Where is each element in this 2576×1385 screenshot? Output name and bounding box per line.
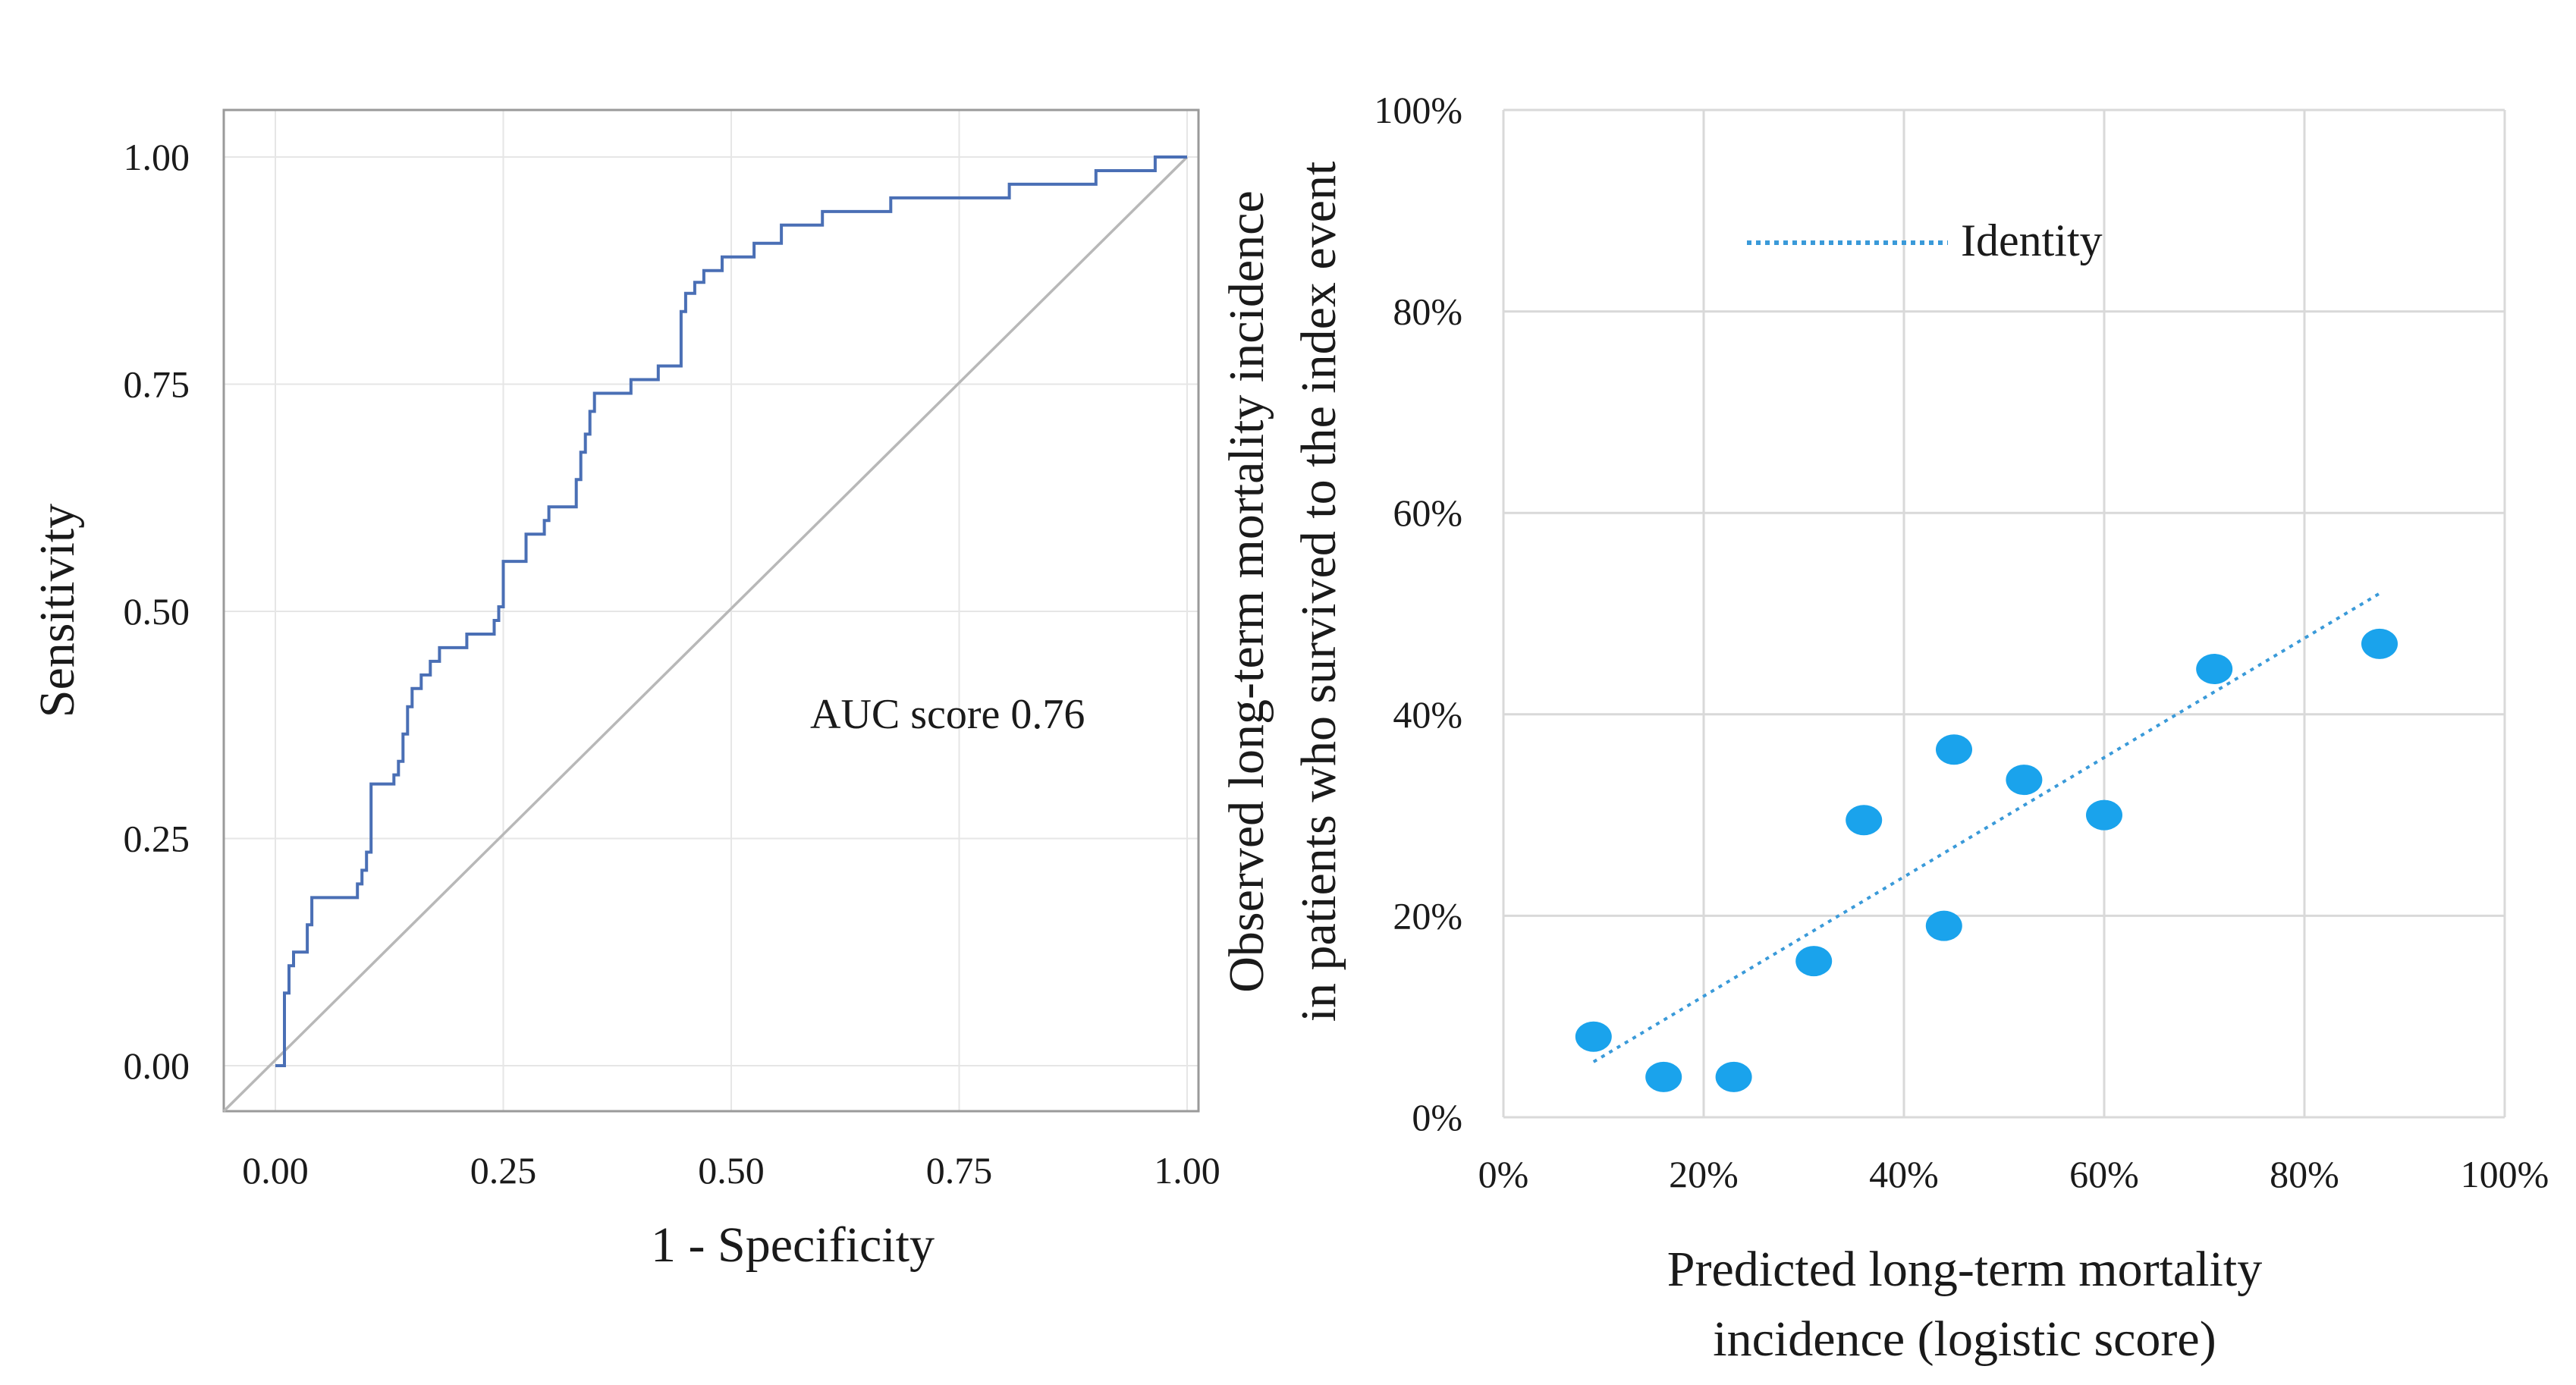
calibration-x-axis-label-line2: incidence (logistic score) — [1713, 1311, 2216, 1367]
roc-auc-annotation: AUC score 0.76 — [810, 691, 1085, 738]
calibration-x-axis-label-line1: Predicted long-term mortality — [1667, 1242, 2262, 1297]
calibration-point — [2006, 765, 2043, 796]
roc-x-tick-label: 0.75 — [926, 1149, 993, 1192]
calibration-y-tick-label: 40% — [1393, 693, 1462, 736]
roc-y-tick-label: 0.50 — [124, 590, 190, 633]
calibration-y-tick-label: 100% — [1374, 89, 1462, 131]
roc-reference-diagonal — [222, 155, 1189, 1113]
calibration-x-tick-labels: 0% 20% 40% 60% 80% 100% — [1478, 1153, 2549, 1195]
calibration-point — [1846, 805, 1883, 836]
calibration-point — [2361, 628, 2398, 659]
roc-x-tick-label: 0.00 — [242, 1149, 309, 1192]
calibration-point — [1936, 734, 1972, 765]
roc-x-tick-label: 0.50 — [698, 1149, 765, 1192]
calibration-x-tick-label: 40% — [1869, 1153, 1939, 1195]
roc-y-tick-labels: 0.00 0.25 0.50 0.75 1.00 — [124, 136, 190, 1087]
roc-x-tick-label: 1.00 — [1154, 1149, 1220, 1192]
calibration-y-tick-label: 80% — [1393, 291, 1462, 333]
calibration-identity-trendline — [1592, 592, 2381, 1063]
roc-curve — [275, 155, 1187, 1067]
roc-y-tick-label: 1.00 — [124, 136, 190, 178]
calibration-chart: 0% 20% 40% 60% 80% 100% 0% 20% 40% 60% 80% 100% Id… — [1219, 89, 2549, 1367]
calibration-x-tick-label: 60% — [2069, 1153, 2139, 1195]
roc-gridlines — [224, 110, 1198, 1111]
roc-y-tick-label: 0.25 — [124, 818, 190, 860]
calibration-point — [1795, 946, 1833, 977]
roc-y-axis-label: Sensitivity — [30, 504, 85, 718]
calibration-legend: Identity — [1747, 215, 2103, 265]
calibration-point — [2086, 799, 2122, 831]
calibration-gridlines — [1502, 108, 2506, 1119]
calibration-point — [1575, 1021, 1612, 1052]
calibration-y-axis-label-line2: in patients who survived to the index ev… — [1291, 162, 1346, 1022]
roc-x-tick-labels: 0.00 0.25 0.50 0.75 1.00 — [242, 1149, 1220, 1192]
calibration-x-tick-label: 20% — [1669, 1153, 1739, 1195]
calibration-y-tick-label: 20% — [1393, 894, 1462, 937]
calibration-point — [1925, 910, 1962, 941]
calibration-x-tick-label: 100% — [2461, 1153, 2549, 1195]
calibration-point — [2196, 654, 2233, 685]
roc-x-axis-label: 1 - Specificity — [651, 1217, 935, 1273]
calibration-point — [1645, 1061, 1682, 1092]
calibration-points — [1575, 628, 2398, 1092]
calibration-y-tick-labels: 0% 20% 40% 60% 80% 100% — [1374, 89, 1462, 1138]
calibration-x-tick-label: 0% — [1478, 1153, 1529, 1195]
calibration-y-tick-label: 0% — [1412, 1096, 1462, 1138]
roc-chart: 0.00 0.25 0.50 0.75 1.00 0.00 0.25 0.50 0.75 1.0… — [30, 108, 1220, 1273]
roc-y-tick-label: 0.00 — [124, 1044, 190, 1087]
roc-y-tick-label: 0.75 — [124, 363, 190, 406]
calibration-y-tick-label: 60% — [1393, 492, 1462, 534]
calibration-x-tick-label: 80% — [2270, 1153, 2339, 1195]
calibration-point — [1715, 1061, 1752, 1092]
legend-identity-label: Identity — [1961, 215, 2103, 265]
roc-plot-frame — [222, 108, 1200, 1113]
roc-x-tick-label: 0.25 — [470, 1149, 537, 1192]
calibration-y-axis-label-line1: Observed long-term mortality incidence — [1219, 190, 1274, 992]
